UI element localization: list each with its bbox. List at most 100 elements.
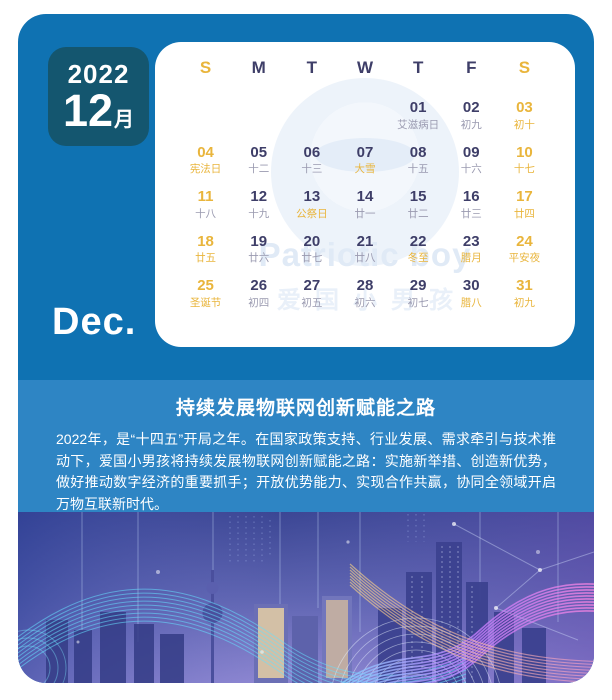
day-lunar-label: 初十 (513, 118, 535, 131)
day-lunar-label: 初四 (248, 296, 270, 309)
info-title: 持续发展物联网创新赋能之路 (175, 398, 436, 419)
calendar-day-cell: 29 初七 (392, 270, 445, 315)
calendar-day-cell: 04 宪法日 (179, 137, 232, 182)
calendar-day-cell: 27 初五 (285, 270, 338, 315)
brand-logo-hat-shape (315, 138, 415, 172)
calendar-day-cell: 16 廿三 (445, 181, 498, 226)
calendar-day-cell: 12 十九 (232, 181, 285, 226)
weekday-label: W (356, 58, 374, 77)
calendar-day-cell: 13 公祭日 (285, 181, 338, 226)
calendar-day-cell: 05 十二 (232, 137, 285, 182)
day-number: 17 (516, 188, 533, 206)
day-lunar-label: 十三 (301, 163, 323, 176)
calendar-empty-cell (285, 92, 338, 137)
watermark-brand-en: Patriotic boy (258, 236, 472, 273)
day-lunar-label: 廿五 (195, 252, 217, 265)
calendar-day-cell: 19 廿六 (232, 226, 285, 271)
calendar-day-cell: 11 十八 (179, 181, 232, 226)
day-lunar-label: 艾滋病日 (397, 118, 440, 131)
calendar-day-cell: 22 冬至 (392, 226, 445, 271)
calendar-day-cell: 31 初九 (498, 270, 551, 315)
day-number: 30 (462, 277, 480, 295)
day-number: 09 (462, 143, 480, 161)
calendar-day-cell: 17 廿四 (498, 181, 551, 226)
calendar-day-cell: 18 廿五 (179, 226, 232, 271)
calendar-day-cell: 06 十三 (285, 137, 338, 182)
weekday-label: F (466, 58, 477, 77)
calendar-card: Patriotic boy 爱国小男孩 S M T W T F S 01 艾滋病日 02 初九 03… (155, 42, 575, 347)
day-lunar-label: 宪法日 (189, 163, 222, 176)
day-number: 22 (409, 232, 427, 250)
day-lunar-label: 廿三 (460, 207, 482, 220)
calendar-day-cell: 09 十六 (445, 137, 498, 182)
day-lunar-label: 初七 (407, 296, 429, 309)
month-label: 12 月 (63, 88, 134, 133)
calendar-day-cell: 07 大雪 (338, 137, 391, 182)
calendar-day-cell: 14 廿一 (338, 181, 391, 226)
day-lunar-label: 十六 (460, 163, 482, 176)
year-label: 2022 (67, 58, 130, 89)
day-number: 26 (250, 277, 268, 295)
day-number: 31 (516, 277, 533, 295)
day-lunar-label: 初六 (354, 296, 376, 309)
month-badge: 2022 12 月 (48, 47, 149, 146)
day-number: 24 (516, 232, 533, 250)
day-lunar-label: 十二 (248, 163, 270, 176)
day-lunar-label: 平安夜 (508, 252, 541, 265)
calendar-day-cell: 15 廿二 (392, 181, 445, 226)
calendar-grid: 01 艾滋病日 02 初九 03 初十 04 宪法日 05 十二 06 十三 07 大雪 08 十五 09 十六 1… (179, 92, 551, 315)
day-number: 29 (409, 277, 427, 295)
day-number: 23 (462, 232, 480, 250)
calendar-day-cell: 10 十七 (498, 137, 551, 182)
calendar-day-cell: 02 初九 (445, 92, 498, 137)
calendar-day-cell: 26 初四 (232, 270, 285, 315)
day-lunar-label: 初九 (460, 118, 482, 131)
info-body-text: 2022年，是“十四五”开局之年。在国家政策支持、行业发展、需求牵引与技术推动下… (56, 431, 556, 512)
day-lunar-label: 十五 (407, 163, 429, 176)
day-number: 28 (356, 277, 374, 295)
day-lunar-label: 廿二 (407, 207, 429, 220)
calendar-day-cell: 25 圣诞节 (179, 270, 232, 315)
watermark-brand-cn: 爱国小男孩 (277, 287, 467, 314)
day-lunar-label: 初九 (513, 296, 535, 309)
month-unit-label: 月 (114, 108, 135, 131)
calendar-day-cell: 08 十五 (392, 137, 445, 182)
day-lunar-label: 初五 (301, 296, 323, 309)
day-lunar-label: 廿六 (248, 252, 270, 265)
calendar-day-cell: 28 初六 (338, 270, 391, 315)
calendar-day-cell: 03 初十 (498, 92, 551, 137)
weekday-label: S (518, 58, 531, 77)
day-lunar-label: 廿八 (354, 252, 376, 265)
weekday-label: M (251, 58, 266, 77)
day-number: 27 (303, 277, 321, 295)
day-number: 03 (516, 99, 533, 116)
month-abbreviation: Dec. (52, 301, 137, 343)
day-lunar-label: 廿七 (301, 252, 323, 265)
day-number: 12 (250, 188, 268, 206)
day-lunar-label: 十九 (248, 207, 270, 220)
city-skyline-graphic (18, 512, 594, 683)
info-panel: 持续发展物联网创新赋能之路 2022年，是“十四五”开局之年。在国家政策支持、行… (18, 380, 594, 512)
month-number: 12 (62, 84, 114, 136)
day-number: 21 (356, 232, 374, 250)
day-lunar-label: 廿四 (513, 207, 535, 220)
day-number: 20 (303, 232, 321, 250)
brand-logo-watermark (271, 78, 459, 266)
day-number: 15 (409, 188, 427, 206)
day-number: 01 (409, 99, 427, 116)
calendar-day-cell: 23 腊月 (445, 226, 498, 271)
calendar-empty-cell (179, 92, 232, 137)
calendar-day-cell: 21 廿八 (338, 226, 391, 271)
weekday-label: T (306, 58, 318, 77)
day-number: 25 (197, 277, 214, 295)
calendar-day-cell: 20 廿七 (285, 226, 338, 271)
calendar-day-cell: 01 艾滋病日 (392, 92, 445, 137)
weekday-label: S (199, 58, 212, 77)
day-number: 08 (409, 143, 427, 161)
calendar-empty-cell (338, 92, 391, 137)
day-number: 18 (197, 232, 214, 250)
day-lunar-label: 冬至 (407, 252, 429, 265)
day-lunar-label: 大雪 (354, 163, 376, 176)
